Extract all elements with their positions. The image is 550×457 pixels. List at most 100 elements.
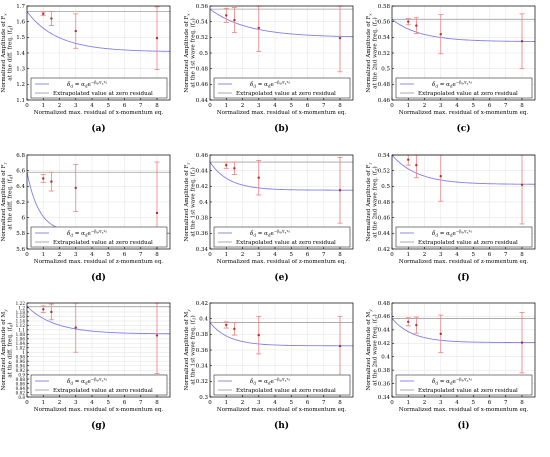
x-tick-label: 2 bbox=[58, 400, 62, 406]
x-axis-label: Normalized max. residual of x-momentum e… bbox=[217, 407, 347, 413]
y-tick-label: 0.5 bbox=[381, 66, 390, 72]
y-tick-label: 1.4 bbox=[16, 51, 25, 57]
x-tick-label: 8 bbox=[520, 252, 524, 258]
x-axis-label: Normalized max. residual of z-momentum e… bbox=[217, 259, 347, 265]
x-axis-label: Normalized max. residual of x-momentum e… bbox=[399, 407, 529, 413]
legend-extrapolated-label: Extrapolated value at zero residual bbox=[418, 388, 518, 394]
x-tick-label: 5 bbox=[107, 103, 111, 109]
data-point bbox=[415, 163, 418, 167]
legend-box bbox=[30, 374, 168, 396]
y-tick-label: 0.38 bbox=[378, 368, 391, 374]
x-tick-label: 1 bbox=[42, 400, 46, 406]
x-tick-label: 1 bbox=[42, 103, 46, 109]
data-point bbox=[407, 158, 410, 161]
data-point bbox=[407, 20, 410, 23]
y-axis-label: Normalized Amplitude of Myat the 2nd wav… bbox=[366, 309, 379, 391]
y-tick-label: 0.54 bbox=[378, 153, 391, 159]
plot-area bbox=[391, 302, 536, 398]
x-tick-label: 0 bbox=[208, 103, 212, 109]
y-tick-label: 0.92 bbox=[16, 368, 26, 373]
chart-panel-c: 0 1 2 3 4 5 6 7 8 0.46 0.48 0.5 0.52 0.54 0.56 0.58 Norm… bbox=[366, 4, 536, 134]
y-tick-label: 0.9 bbox=[18, 372, 25, 377]
x-tick-label: 4 bbox=[455, 252, 459, 258]
data-point bbox=[257, 333, 260, 337]
legend-fit-label: δd = αde−βd/rxγd bbox=[250, 229, 290, 238]
y-axis-label: Normalized Amplitude of Fxat the 2nd wav… bbox=[366, 13, 379, 93]
data-point bbox=[74, 326, 77, 329]
x-tick-label: 0 bbox=[25, 400, 29, 406]
x-tick-label: 6 bbox=[123, 252, 127, 258]
chart-panel-g: 0 1 2 3 4 5 6 7 80.80.820.840.860.880.90.920.940… bbox=[1, 301, 171, 431]
y-axis-label: Normalized Amplitude of Fxat the 1st wav… bbox=[184, 13, 197, 93]
x-tick-label: 4 bbox=[273, 252, 277, 258]
x-tick-label: 6 bbox=[488, 103, 492, 109]
x-tick-label: 0 bbox=[390, 400, 394, 406]
x-tick-label: 1 bbox=[407, 252, 411, 258]
y-tick-label: 0.46 bbox=[196, 153, 209, 159]
x-tick-label: 5 bbox=[290, 103, 294, 109]
x-tick-label: 1 bbox=[407, 103, 411, 109]
x-tick-label: 6 bbox=[306, 400, 310, 406]
x-axis-label: Normalized max. residual of x-momentum e… bbox=[34, 110, 164, 116]
y-tick-label: 0.34 bbox=[196, 247, 209, 253]
y-tick-label: 0.58 bbox=[378, 4, 391, 10]
data-point bbox=[42, 308, 45, 311]
x-axis-label: Normalized max. residual of x-momentum e… bbox=[399, 110, 529, 116]
y-tick-label: 0.48 bbox=[378, 82, 391, 88]
x-tick-label: 2 bbox=[241, 400, 245, 406]
chart-panel-e: 0 1 2 3 4 5 6 7 8 0.34 0.36 0.38 0.4 0.42 0.44 0.46 Norm… bbox=[184, 153, 354, 283]
data-point bbox=[439, 332, 442, 336]
y-tick-label: 0.5 bbox=[381, 184, 390, 190]
x-tick-label: 5 bbox=[472, 400, 476, 406]
y-tick-label: 0.36 bbox=[196, 231, 209, 237]
data-point bbox=[50, 17, 53, 20]
x-tick-label: 6 bbox=[123, 400, 127, 406]
y-tick-label: 6.8 bbox=[16, 153, 25, 159]
x-tick-label: 6 bbox=[488, 400, 492, 406]
data-point bbox=[439, 33, 442, 36]
x-tick-label: 0 bbox=[25, 252, 29, 258]
x-tick-label: 1 bbox=[407, 400, 411, 406]
x-tick-label: 8 bbox=[338, 103, 342, 109]
x-tick-label: 0 bbox=[208, 400, 212, 406]
plot-area bbox=[26, 302, 171, 398]
y-tick-label: 0.36 bbox=[196, 348, 209, 354]
fit-curve bbox=[391, 18, 536, 42]
y-tick-label: 1.14 bbox=[16, 319, 26, 324]
data-point bbox=[42, 12, 45, 16]
data-point bbox=[155, 211, 159, 215]
y-tick-label: 0.44 bbox=[196, 98, 209, 104]
x-tick-label: 7 bbox=[139, 400, 143, 406]
legend-fit-label: δd = αde−βd/rxγd bbox=[67, 80, 107, 89]
x-tick-label: 8 bbox=[155, 400, 159, 406]
y-tick-label: 6.6 bbox=[16, 168, 25, 174]
y-tick-label: 0.94 bbox=[16, 363, 26, 368]
legend-box bbox=[395, 226, 533, 248]
x-tick-label: 4 bbox=[455, 400, 459, 406]
x-axis-label: Normalized max. residual of x-momentum e… bbox=[217, 110, 347, 116]
legend-extrapolated-label: Extrapolated value at zero residual bbox=[53, 240, 153, 246]
x-tick-label: 3 bbox=[74, 103, 78, 109]
fit-curve bbox=[209, 161, 353, 191]
x-tick-label: 0 bbox=[25, 103, 29, 109]
y-axis-label: Normalized Amplitude of Fzat the diff. f… bbox=[1, 162, 14, 242]
y-tick-label: 1.12 bbox=[16, 323, 26, 328]
y-tick-label: 0.46 bbox=[378, 215, 391, 221]
legend-extrapolated-label: Extrapolated value at zero residual bbox=[53, 91, 153, 97]
data-point bbox=[520, 341, 524, 344]
x-tick-label: 6 bbox=[306, 252, 310, 258]
panel-label: (c) bbox=[457, 123, 471, 134]
x-tick-label: 4 bbox=[90, 400, 94, 406]
x-tick-label: 2 bbox=[58, 252, 62, 258]
legend-extrapolated-label: Extrapolated value at zero residual bbox=[418, 240, 518, 246]
x-tick-label: 3 bbox=[257, 400, 261, 406]
x-tick-label: 2 bbox=[241, 252, 245, 258]
x-tick-label: 1 bbox=[42, 252, 46, 258]
y-axis-label: Normalized Amplitude of Fzat the 1st wav… bbox=[184, 162, 197, 242]
x-tick-label: 2 bbox=[241, 103, 245, 109]
y-tick-label: 0.36 bbox=[378, 381, 391, 387]
y-tick-label: 0.84 bbox=[16, 386, 26, 391]
data-point bbox=[257, 26, 260, 30]
x-axis-label: Normalized max. residual of z-momentum e… bbox=[34, 259, 164, 265]
